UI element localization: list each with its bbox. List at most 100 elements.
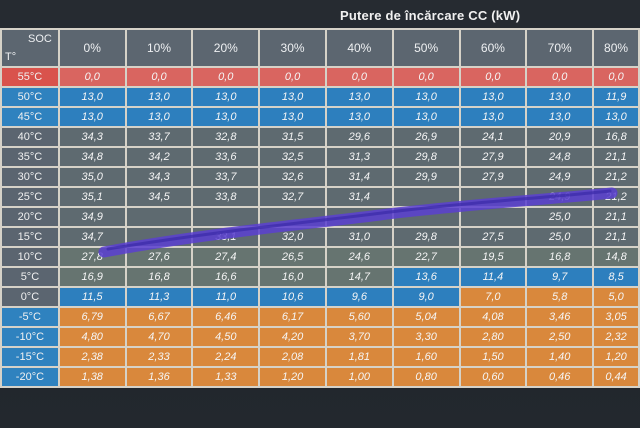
row-header-temperature: 30°C [0,166,60,188]
soc-label: SOC [28,33,52,45]
table-cell: 34,9 [57,206,127,228]
table-cell: 2,38 [57,346,127,368]
table-row: 0°C 11,5 11,3 11,0 10,6 9,6 9,0 7,0 5,8 5,0 [0,286,640,308]
column-header: 0% [57,28,127,68]
table-cell: 34,5 [124,186,194,208]
table-cell: 31,3 [324,146,394,168]
title-bar: Putere de încărcare CC (kW) [0,0,640,29]
table-cell: 13,0 [391,86,461,108]
table-cell: 0,46 [525,366,595,388]
table-cell: 27,8 [57,246,127,268]
table-cell: 25,0 [525,206,595,228]
column-header: 30% [258,28,327,68]
table-cell: 2,33 [124,346,194,368]
table-cell: 27,5 [458,226,528,248]
table-cell: 6,17 [258,306,327,328]
column-header: 60% [458,28,528,68]
table-cell: 32,5 [258,146,327,168]
table-cell: 10,6 [258,286,327,308]
table-cell: 31,5 [258,126,327,148]
table-cell: 21,1 [592,226,640,248]
table-cell: 1,20 [258,366,327,388]
table-cell: 6,46 [191,306,261,328]
table-cell: 34,7 [57,226,127,248]
table-cell: 24,9 [525,186,595,208]
table-cell: 16,6 [191,266,261,288]
table-cell [391,186,461,208]
table-cell: 11,9 [592,86,640,108]
table-cell: 32,7 [258,186,327,208]
table-cell: 1,20 [592,346,640,368]
table-cell: 9,7 [525,266,595,288]
table-cell: 4,80 [57,326,127,348]
row-header-temperature: 20°C [0,206,60,228]
column-header: 80% [592,28,640,68]
table-row: 45°C 13,0 13,0 13,0 13,0 13,0 13,0 13,0 13,0 13,0 [0,106,640,128]
table-row: 50°C 13,0 13,0 13,0 13,0 13,0 13,0 13,0 13,0 11,9 [0,86,640,108]
table-cell: 1,36 [124,366,194,388]
row-header-temperature: 25°C [0,186,60,208]
table-cell: 29,6 [324,126,394,148]
column-header: 10% [124,28,194,68]
column-header: 20% [191,28,261,68]
table-cell: 5,0 [592,286,640,308]
table-cell: 4,08 [458,306,528,328]
table-cell: 29,9 [391,166,461,188]
table-cell: 16,8 [592,126,640,148]
corner-cell: SOC T° [0,28,60,68]
table-cell: 13,0 [525,86,595,108]
table-row: -20°C 1,38 1,36 1,33 1,20 1,00 0,80 0,60 0,46 0,4… [0,366,640,388]
table-cell: 29,8 [391,226,461,248]
table-cell: 25,0 [525,226,595,248]
table-cell: 16,8 [525,246,595,268]
table-cell: 0,0 [458,66,528,88]
row-header-temperature: 0°C [0,286,60,308]
table-cell: 34,3 [57,126,127,148]
table-cell: 7,0 [458,286,528,308]
table-cell: 0,0 [191,66,261,88]
table-cell: 13,0 [391,106,461,128]
table-cell: 13,0 [592,106,640,128]
temperature-label: T° [5,51,17,63]
table-cell: 24,9 [525,166,595,188]
table-row: 25°C 35,1 34,5 33,8 32,7 31,4 24,9 21,2 [0,186,640,208]
table-cell: 13,0 [124,106,194,128]
table-cell [124,206,194,228]
table-cell: 34,2 [124,146,194,168]
table-row: 20°C 34,9 25,0 21,1 [0,206,640,228]
table-cell: 14,8 [592,246,640,268]
table-cell: 13,0 [525,106,595,128]
table-cell: 1,81 [324,346,394,368]
table-cell: 13,0 [57,106,127,128]
table-row: 35°C 34,8 34,2 33,6 32,5 31,3 29,8 27,9 24,8 21,1 [0,146,640,168]
table-cell: 26,9 [391,126,461,148]
table-cell: 2,24 [191,346,261,368]
table-cell: 3,46 [525,306,595,328]
row-header-temperature: 15°C [0,226,60,248]
table-cell: 31,4 [324,186,394,208]
table-cell: 1,50 [458,346,528,368]
row-header-temperature: 45°C [0,106,60,128]
table-cell: 13,0 [191,106,261,128]
table-cell: 13,0 [191,86,261,108]
table-cell: 33,7 [191,166,261,188]
table-cell: 0,0 [592,66,640,88]
table-cell: 31,0 [324,226,394,248]
table-row: -10°C 4,80 4,70 4,50 4,20 3,70 3,30 2,80 2,50 2,3… [0,326,640,348]
table-cell: 1,33 [191,366,261,388]
table-row: 55°C 0,0 0,0 0,0 0,0 0,0 0,0 0,0 0,0 0,0 [0,66,640,88]
table-cell: 26,5 [258,246,327,268]
table-cell: 13,6 [391,266,461,288]
table-cell: 3,70 [324,326,394,348]
row-header-temperature: 55°C [0,66,60,88]
table-cell: 32,6 [258,166,327,188]
table-row: 10°C 27,8 27,6 27,4 26,5 24,6 22,7 19,5 16,8 14,8 [0,246,640,268]
table-cell: 4,70 [124,326,194,348]
table-cell: 13,0 [124,86,194,108]
table-cell: 11,5 [57,286,127,308]
table-cell: 33,6 [191,146,261,168]
table-cell: 32,0 [258,226,327,248]
table-cell: 2,50 [525,326,595,348]
table-cell: 6,67 [124,306,194,328]
table-cell: 13,0 [324,86,394,108]
